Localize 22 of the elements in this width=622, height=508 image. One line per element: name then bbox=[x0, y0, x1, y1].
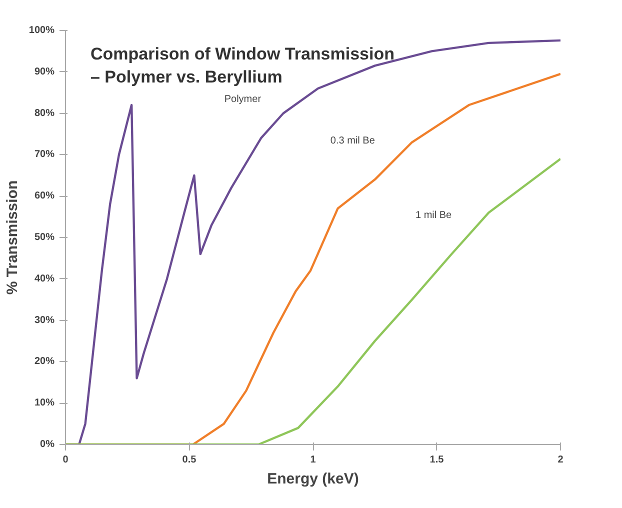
y-tick-label: 70% bbox=[34, 149, 55, 160]
y-tick-label: 20% bbox=[34, 356, 55, 368]
y-tick-label: 30% bbox=[34, 314, 55, 326]
text: Polymer bbox=[224, 94, 262, 106]
y-tick-label: 100% bbox=[28, 25, 55, 36]
text: Comparison of Window Transmission – Polymer vs. Beryllium bbox=[90, 44, 394, 86]
text: 1 mil Be bbox=[415, 210, 452, 221]
x-tick-label: 0 bbox=[62, 454, 69, 466]
y-tick-label: 40% bbox=[34, 273, 55, 284]
y-tick-label: 0% bbox=[40, 439, 55, 450]
y-tick-label: 90% bbox=[34, 66, 55, 78]
x-tick-label: 2 bbox=[558, 454, 564, 466]
y-tick-label: 50% bbox=[34, 232, 55, 243]
y-tick-label: 10% bbox=[34, 398, 55, 409]
y-tick-label: 80% bbox=[34, 108, 55, 119]
x-tick-label: 1 bbox=[310, 454, 316, 466]
x-axis-title: Energy (keV) bbox=[267, 470, 359, 488]
y-tick-label: 60% bbox=[34, 190, 55, 202]
x-tick-label: 1.5 bbox=[430, 454, 444, 466]
y-axis-title: % Transmission bbox=[4, 180, 21, 295]
text: 0.3 mil Be bbox=[330, 135, 376, 146]
x-tick-label: 0.5 bbox=[182, 454, 197, 466]
